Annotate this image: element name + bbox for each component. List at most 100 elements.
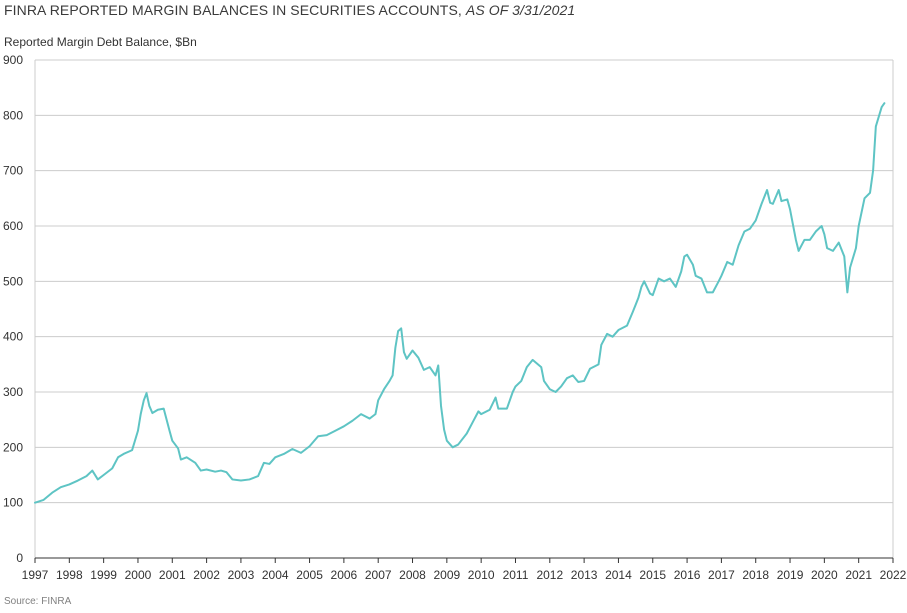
data-point	[597, 363, 600, 365]
data-point	[317, 435, 319, 437]
data-point	[140, 413, 142, 415]
chart-title: FINRA REPORTED MARGIN BALANCES IN SECURI…	[4, 2, 575, 18]
data-point	[91, 469, 93, 472]
data-point	[858, 225, 860, 227]
y-tick-label: 400	[3, 330, 23, 344]
data-point	[411, 349, 414, 352]
data-point	[881, 106, 883, 108]
data-point	[300, 452, 302, 454]
y-tick-label: 100	[3, 496, 23, 510]
data-point	[383, 388, 385, 390]
data-point	[374, 413, 377, 415]
data-point	[632, 311, 634, 313]
data-point	[532, 359, 534, 361]
data-point	[360, 413, 362, 415]
data-point	[680, 270, 682, 272]
data-point	[77, 479, 79, 482]
data-point	[171, 440, 173, 442]
data-point	[803, 239, 806, 241]
data-point	[540, 366, 542, 368]
series-line	[34, 102, 886, 504]
data-point	[823, 233, 825, 235]
x-tick-label: 2002	[193, 568, 220, 582]
data-point	[695, 275, 697, 277]
x-tick-label: 2006	[331, 568, 358, 582]
data-point	[760, 203, 763, 205]
data-point	[68, 483, 70, 486]
data-point	[163, 408, 165, 410]
data-point	[849, 266, 851, 269]
data-point	[308, 445, 311, 447]
data-point	[194, 462, 196, 464]
data-point	[446, 440, 448, 442]
y-tick-label: 700	[3, 164, 23, 178]
data-point	[846, 291, 848, 293]
data-point	[626, 325, 628, 327]
data-point	[769, 202, 771, 204]
y-tick-label: 300	[3, 385, 23, 399]
data-point	[437, 364, 439, 367]
x-tick-label: 2003	[228, 568, 255, 582]
data-point	[220, 469, 222, 472]
data-point	[248, 478, 251, 481]
x-tick-label: 2004	[262, 568, 289, 582]
data-point	[821, 225, 823, 227]
x-tick-label: 2014	[605, 568, 632, 582]
data-point	[692, 264, 694, 266]
data-point	[497, 408, 499, 410]
data-point	[122, 453, 125, 455]
data-point	[429, 366, 431, 368]
data-point	[443, 429, 445, 431]
data-point	[225, 471, 228, 473]
data-point	[111, 467, 113, 469]
data-point	[494, 396, 497, 399]
data-point	[663, 280, 665, 282]
data-point	[157, 409, 159, 411]
data-point	[612, 336, 614, 338]
data-point	[177, 447, 179, 450]
data-point	[85, 475, 88, 477]
data-point	[577, 381, 579, 383]
data-point	[257, 475, 259, 477]
data-point	[51, 492, 53, 494]
data-point	[749, 228, 751, 230]
data-point	[883, 102, 886, 104]
data-point	[263, 462, 265, 464]
data-point	[151, 412, 153, 414]
data-point	[863, 197, 866, 199]
data-point	[520, 380, 522, 382]
data-point	[148, 405, 150, 407]
y-tick-label: 200	[3, 440, 23, 454]
data-point	[200, 469, 202, 472]
data-point	[60, 486, 62, 488]
x-tick-label: 2011	[503, 568, 529, 582]
data-point	[737, 244, 740, 246]
x-tick-label: 2007	[365, 568, 392, 582]
data-point	[400, 327, 402, 329]
data-point	[466, 432, 468, 435]
data-point	[394, 347, 396, 349]
data-point	[743, 230, 745, 233]
x-tick-label: 2022	[880, 568, 907, 582]
data-point	[832, 250, 834, 252]
data-point	[872, 170, 874, 172]
chart-series	[34, 102, 886, 504]
data-point	[526, 366, 528, 368]
x-tick-label: 2019	[777, 568, 804, 582]
data-point	[206, 468, 208, 471]
data-point	[815, 230, 817, 233]
y-tick-label: 600	[3, 219, 23, 233]
data-point	[683, 255, 685, 258]
data-point	[97, 478, 99, 481]
data-point	[388, 380, 391, 382]
data-point	[843, 255, 845, 258]
x-tick-label: 2016	[674, 568, 701, 582]
data-point	[274, 456, 276, 458]
source-note: Source: FINRA	[4, 596, 72, 607]
data-point	[617, 329, 620, 331]
data-point	[838, 242, 840, 244]
data-point	[649, 292, 651, 295]
data-point	[778, 189, 780, 191]
data-point	[657, 277, 660, 280]
data-point	[726, 261, 728, 263]
